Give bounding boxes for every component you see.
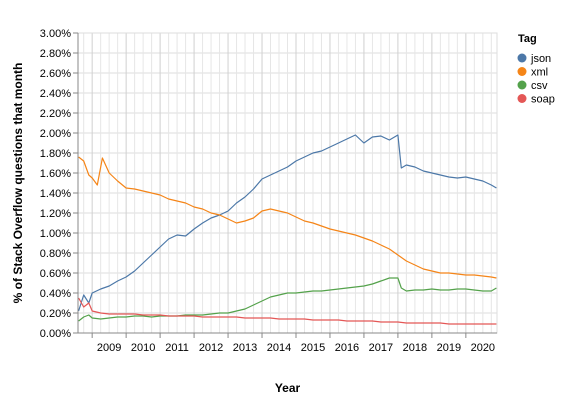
legend-swatch-xml: [517, 67, 527, 76]
legend-label-soap: soap: [531, 94, 555, 106]
x-tick-label: 2014: [267, 342, 291, 354]
legend-swatch-csv: [517, 80, 527, 90]
y-tick-label: 2.60%: [40, 68, 71, 80]
series-line-csv: [78, 277, 497, 322]
series-line-xml: [78, 156, 497, 279]
y-tick-label: 1.80%: [40, 148, 71, 160]
x-tick-label: 2015: [301, 342, 325, 354]
x-tick-label: 2011: [165, 342, 189, 354]
legend-title: Tag: [518, 33, 537, 45]
legend-label-csv: csv: [531, 80, 548, 92]
y-tick-label: 0.60%: [40, 268, 71, 280]
x-tick-label: 2018: [403, 342, 427, 354]
y-axis-title: % of Stack Overflow questions that month: [11, 63, 25, 304]
series-line-soap: [78, 297, 497, 325]
y-tick-label: 0.20%: [40, 308, 71, 320]
y-tick-label: 1.40%: [40, 188, 71, 200]
y-tick-label: 0.40%: [40, 288, 71, 300]
x-tick-label: 2012: [199, 342, 223, 354]
y-tick-label: 3.00%: [40, 28, 71, 40]
y-tick-label: 1.20%: [40, 208, 71, 220]
y-tick-label: 2.80%: [40, 48, 71, 60]
x-tick-label: 2017: [369, 342, 393, 354]
series-line-json: [78, 134, 497, 312]
y-tick-label: 2.00%: [40, 128, 71, 140]
x-tick-label: 2016: [335, 342, 359, 354]
x-tick-label: 2020: [471, 342, 495, 354]
x-tick-label: 2013: [233, 342, 257, 354]
series-lines: [78, 134, 497, 325]
y-tick-label: 0.80%: [40, 248, 71, 260]
y-tick-label: 0.00%: [40, 328, 71, 340]
y-tick-label: 1.60%: [40, 168, 71, 180]
y-tick-label: 1.00%: [40, 228, 71, 240]
x-tick-label: 2019: [437, 342, 461, 354]
y-tick-label: 2.20%: [40, 108, 71, 120]
x-tick-label: 2009: [97, 342, 121, 354]
axes: 0.00% 0.20% 0.40% 0.60% 0.80% 1.00% 1.20% 1.40%…: [40, 28, 497, 354]
legend-label-json: json: [530, 53, 551, 65]
legend-label-xml: xml: [531, 67, 548, 79]
y-tick-label: 2.40%: [40, 88, 71, 100]
legend-swatch-json: [517, 53, 527, 63]
x-axis-title: Year: [275, 381, 301, 395]
x-tick-label: 2010: [131, 342, 155, 354]
legend-swatch-soap: [517, 94, 527, 103]
grid: [77, 32, 498, 334]
